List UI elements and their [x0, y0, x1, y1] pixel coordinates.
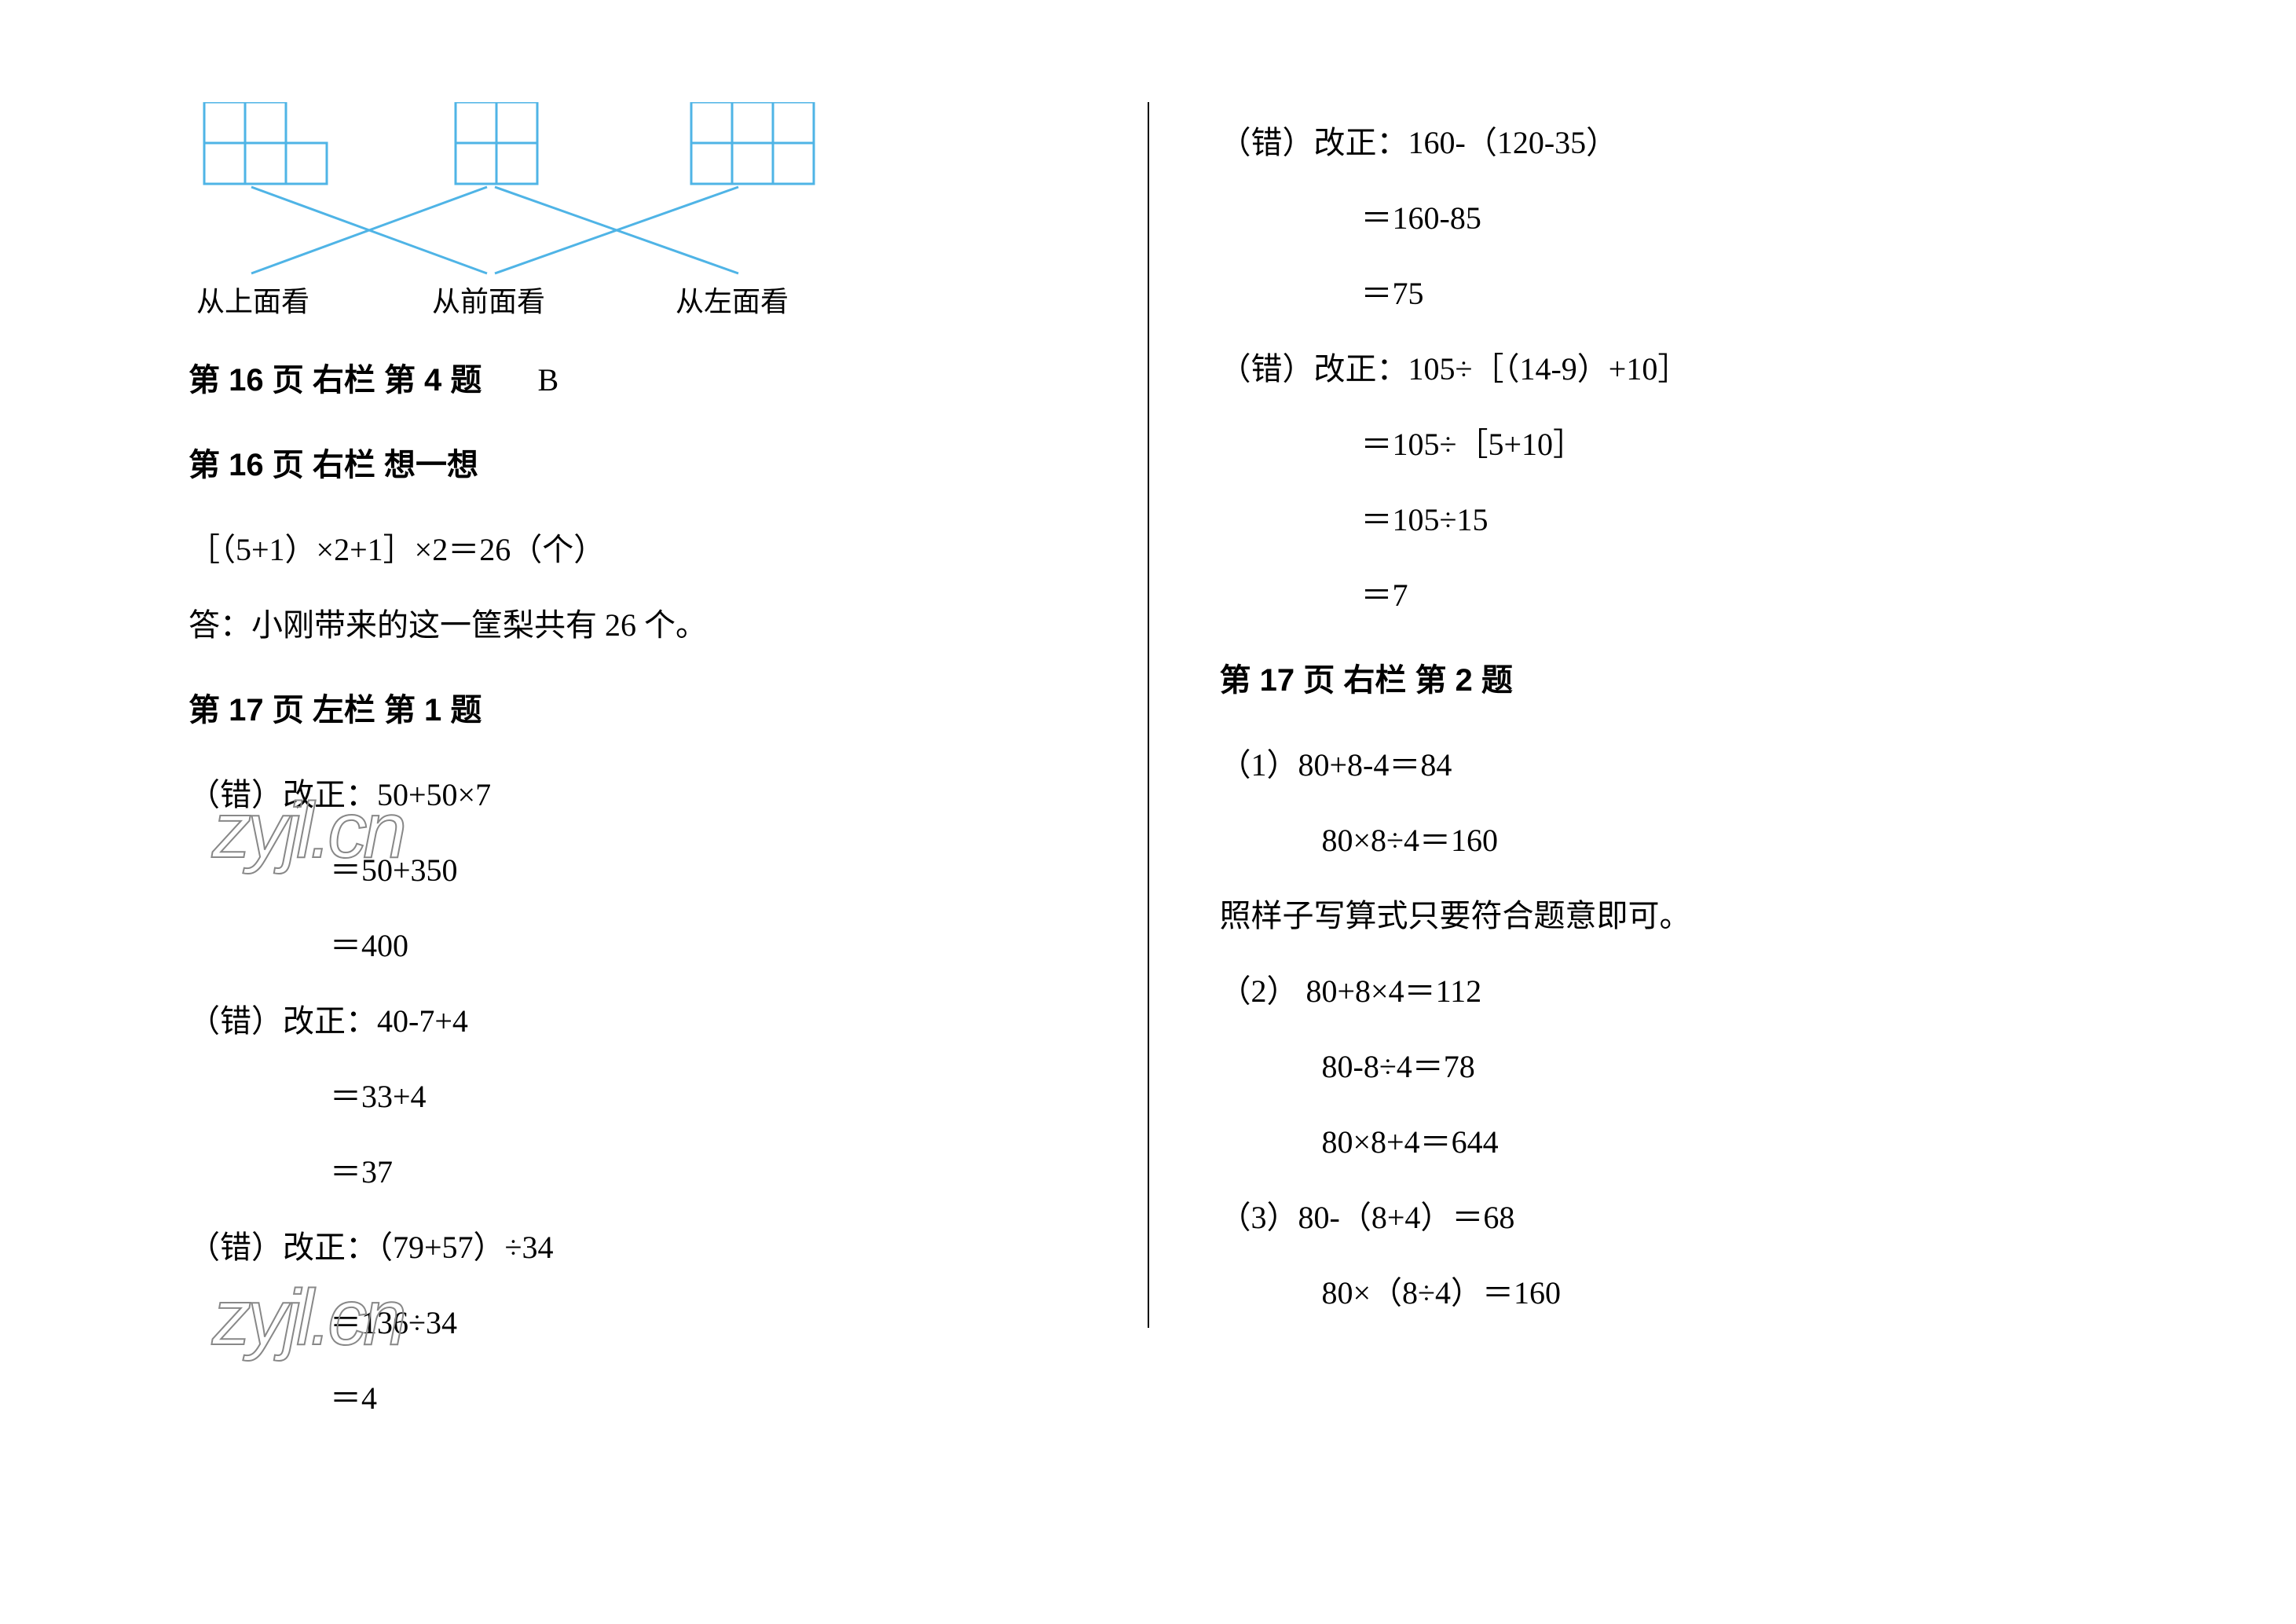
think-expr: ［（5+1）×2+1］×2＝26（个） — [189, 515, 1077, 585]
heading-p17-left-q1: 第 17 页 左栏 第 1 题 — [189, 676, 1077, 745]
right-column: （错）改正：160-（120-35） ＝160-85 ＝75 （错）改正：105… — [1157, 102, 2140, 1439]
heading-p17-right-q2: 第 17 页 右栏 第 2 题 — [1220, 646, 2108, 715]
p2-line3: 80×8+4＝644 — [1220, 1108, 2108, 1177]
corr3-line3: ＝4 — [189, 1364, 1077, 1433]
p1-line2: 80×8÷4＝160 — [1220, 806, 2108, 875]
p2-line1: （2） 80+8×4＝112 — [1220, 957, 2108, 1026]
corr2-line3: ＝37 — [189, 1138, 1077, 1207]
heading-p16-q4: 第 16 页 右栏 第 4 题 B — [189, 346, 1077, 415]
corr4-line3: ＝75 — [1220, 259, 2108, 328]
corr5-line3: ＝105÷15 — [1220, 486, 2108, 555]
p3-line2: 80×（8÷4）＝160 — [1220, 1259, 2108, 1328]
corr4-line2: ＝160-85 — [1220, 184, 2108, 253]
left-column: 从上面看 从前面看 从左面看 第 16 页 右栏 第 4 题 B 第 16 页 … — [157, 102, 1140, 1439]
label-front-view: 从前面看 — [432, 279, 545, 320]
document-page: 从上面看 从前面看 从左面看 第 16 页 右栏 第 4 题 B 第 16 页 … — [0, 0, 2296, 1518]
label-top-view: 从上面看 — [196, 279, 309, 320]
heading-p16-think: 第 16 页 右栏 想一想 — [189, 431, 1077, 500]
corr3-line2: ＝136÷34 — [189, 1289, 1077, 1358]
column-divider — [1148, 102, 1149, 1328]
corr2-line1: （错）改正：40-7+4 — [189, 987, 1077, 1056]
corr3-line1: （错）改正：（79+57）÷34 — [189, 1213, 1077, 1282]
corr1-line1: （错）改正：50+50×7 — [189, 761, 1077, 830]
answer-b: B — [538, 362, 559, 398]
p3-line1: （3）80-（8+4）＝68 — [1220, 1183, 2108, 1252]
corr5-line4: ＝7 — [1220, 561, 2108, 630]
corr2-line2: ＝33+4 — [189, 1062, 1077, 1131]
label-left-view: 从左面看 — [676, 279, 789, 320]
corr1-line3: ＝400 — [189, 911, 1077, 981]
think-answer: 答：小刚带来的这一筐梨共有 26 个。 — [189, 591, 1077, 660]
geometry-diagram: 从上面看 从前面看 从左面看 — [189, 102, 817, 330]
note-line: 照样子写算式只要符合题意即可。 — [1220, 882, 2108, 951]
heading-text: 第 16 页 右栏 第 4 题 — [189, 363, 482, 398]
corr1-line2: ＝50+350 — [189, 836, 1077, 905]
p2-line2: 80-8÷4＝78 — [1220, 1032, 2108, 1102]
corr5-line2: ＝105÷［5+10］ — [1220, 410, 2108, 479]
corr5-line1: （错）改正：105÷［（14-9）+10］ — [1220, 335, 2108, 404]
p1-line1: （1）80+8-4＝84 — [1220, 731, 2108, 800]
corr4-line1: （错）改正：160-（120-35） — [1220, 108, 2108, 178]
